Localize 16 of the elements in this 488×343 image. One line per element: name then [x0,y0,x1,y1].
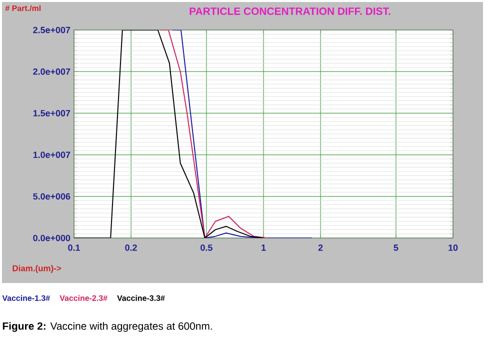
y-tick-label: 2.0e+007 [33,68,70,75]
y-tick-label: 5.0e+006 [33,193,70,200]
x-tick-label: 2 [318,244,323,251]
x-tick-label: 10 [448,244,458,251]
x-tick-label: 5 [394,244,398,251]
x-tick-label: 0.2 [125,244,137,251]
x-tick-label: 1 [262,244,266,251]
x-axis-title: Diam.(um)-> [12,265,62,273]
x-tick-label: 0.5 [200,244,212,251]
y-tick-label: 0.0e+000 [33,234,70,242]
x-tick-label: 0.1 [68,244,80,251]
y-tick-label: 2.5e+007 [33,26,70,34]
y-tick-label: 1.5e+007 [33,110,70,116]
text: Figure 2: Vaccine with aggregates at 600nm. [2,322,212,332]
y-tick-label: 1.0e+007 [33,152,70,158]
chart-title: PARTICLE CONCENTRATION DIFF. DIST. [190,8,390,15]
